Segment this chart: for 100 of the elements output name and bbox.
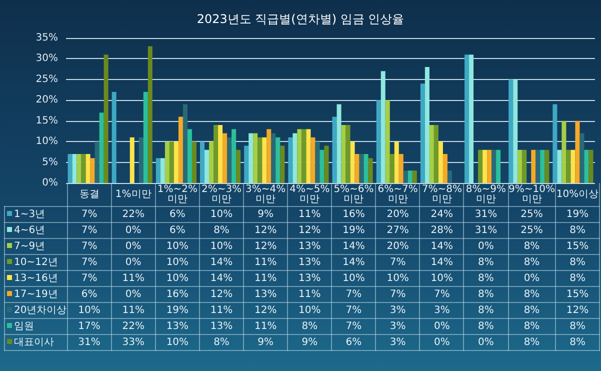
- data-label: 8%: [464, 254, 508, 270]
- data-label: 0%: [464, 238, 508, 254]
- data-label: 10%: [332, 270, 376, 286]
- y-tick-label: 0%: [42, 178, 58, 188]
- data-label: 33%: [111, 334, 156, 350]
- bar: [324, 146, 329, 183]
- bar: [204, 150, 210, 183]
- x-tick-label: 4%~5% 미만: [288, 183, 332, 206]
- data-label: 8%: [199, 334, 244, 350]
- data-label: 8%: [556, 318, 600, 334]
- data-label: 8%: [556, 254, 600, 270]
- x-tick-label: 9%~10% 미만: [508, 183, 556, 206]
- bar: [544, 150, 550, 183]
- data-label: 19%: [155, 302, 200, 318]
- bar: [354, 154, 360, 183]
- bar: [104, 54, 108, 183]
- bar: [518, 150, 522, 183]
- data-label: 10%: [420, 270, 464, 286]
- bar: [390, 154, 394, 183]
- data-label: 8%: [464, 286, 508, 302]
- data-label: 8%: [508, 286, 556, 302]
- data-label: 31%: [464, 222, 508, 238]
- data-label: 0%: [111, 286, 156, 302]
- bar: [394, 142, 399, 183]
- legend-label: 1~3년: [14, 208, 46, 220]
- data-label: 12%: [244, 302, 288, 318]
- x-tick-label: 8%~9% 미만: [464, 183, 508, 206]
- bar: [68, 154, 72, 183]
- bar: [496, 150, 501, 183]
- bar: [513, 79, 518, 183]
- bar: [214, 125, 218, 183]
- data-label: 10%: [199, 206, 244, 222]
- x-tick-label: 3%~4% 미만: [244, 183, 288, 206]
- bar: [584, 150, 589, 183]
- data-label: 14%: [199, 254, 244, 270]
- bar: [266, 129, 272, 183]
- data-label: 22%: [111, 318, 156, 334]
- data-label: 0%: [111, 238, 156, 254]
- data-label: 8%: [508, 238, 556, 254]
- x-tick-label: 동결: [67, 183, 112, 206]
- legend-label: 4~6년: [14, 224, 46, 236]
- bar: [99, 112, 104, 183]
- bar: [540, 150, 545, 183]
- bar: [90, 158, 95, 183]
- data-label: 8%: [556, 270, 600, 286]
- data-label: 12%: [199, 286, 244, 302]
- bar: [478, 150, 483, 183]
- data-label: 17%: [67, 318, 112, 334]
- legend-label: 임원: [14, 320, 34, 332]
- data-label: 7%: [67, 238, 112, 254]
- bar: [288, 137, 293, 183]
- bar: [86, 154, 90, 183]
- bar: [306, 129, 311, 183]
- bar: [248, 133, 254, 183]
- data-label: 8%: [288, 318, 332, 334]
- data-label: 16%: [332, 206, 376, 222]
- data-label: 11%: [244, 270, 288, 286]
- data-label: 8%: [508, 318, 556, 334]
- data-label: 8%: [508, 302, 556, 318]
- data-label: 31%: [67, 334, 112, 350]
- data-label: 7%: [332, 302, 376, 318]
- data-label: 13%: [199, 318, 244, 334]
- data-label: 11%: [288, 286, 332, 302]
- bar: [575, 120, 580, 183]
- bar: [580, 133, 584, 183]
- data-label: 3%: [376, 302, 420, 318]
- data-label: 10%: [155, 270, 200, 286]
- data-label: 13%: [288, 238, 332, 254]
- bar: [350, 142, 355, 183]
- data-label: 3%: [376, 318, 420, 334]
- data-label: 0%: [111, 254, 156, 270]
- data-label: 7%: [67, 222, 112, 238]
- bar: [156, 158, 160, 183]
- bar: [359, 154, 364, 183]
- bar: [408, 170, 412, 183]
- data-label: 0%: [111, 222, 156, 238]
- data-label: 7%: [376, 286, 420, 302]
- data-label: 9%: [288, 334, 332, 350]
- bar: [442, 154, 448, 183]
- chart-title: 2023년도 직급별(연차별) 임금 인상율: [196, 12, 404, 26]
- bar: [209, 142, 214, 183]
- bar: [160, 158, 165, 183]
- bar: [94, 142, 100, 183]
- bar: [315, 142, 320, 183]
- bar: [588, 150, 594, 183]
- data-label: 19%: [556, 206, 600, 222]
- bar: [320, 150, 324, 183]
- y-tick-label: 35%: [36, 32, 58, 44]
- y-tick-label: 20%: [36, 94, 58, 106]
- bar: [178, 116, 183, 183]
- bar: [302, 129, 306, 183]
- data-label: 15%: [556, 286, 600, 302]
- data-label: 9%: [244, 206, 288, 222]
- bar: [403, 170, 408, 183]
- bar: [292, 133, 298, 183]
- bar: [376, 100, 381, 183]
- data-label: 8%: [199, 222, 244, 238]
- data-label: 24%: [420, 206, 464, 222]
- bar: [187, 129, 192, 183]
- data-label: 14%: [199, 270, 244, 286]
